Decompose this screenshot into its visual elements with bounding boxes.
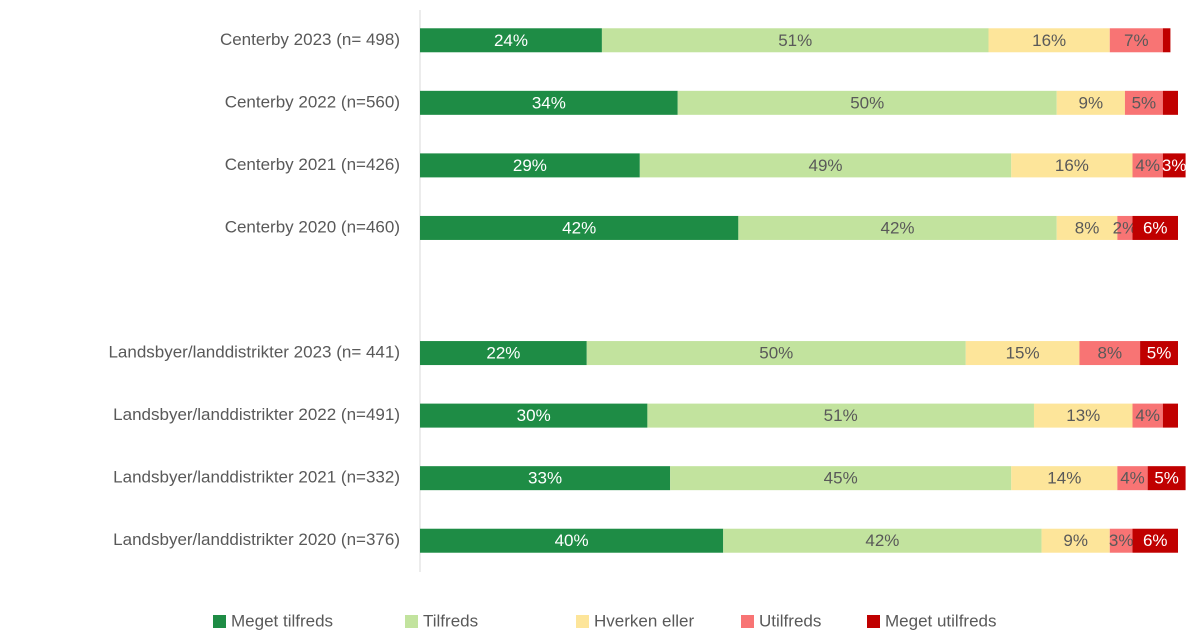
- bar-segment: [647, 403, 1034, 428]
- bar-segment: [1011, 466, 1118, 491]
- bar-segment: [723, 528, 1042, 553]
- bar-segment: [420, 90, 678, 115]
- bar-segment: [1124, 90, 1163, 115]
- bar-segment: [639, 153, 1012, 178]
- legend-swatch: [867, 615, 880, 628]
- bar-segment: [1041, 528, 1110, 553]
- bar-segment: [1056, 90, 1125, 115]
- bar-segment: [1162, 28, 1171, 53]
- bar-segment: [1033, 403, 1133, 428]
- data-label: 42%: [881, 218, 915, 237]
- bar-segment: [420, 153, 640, 178]
- data-label: 7%: [1124, 31, 1149, 50]
- data-label: 8%: [1097, 344, 1122, 363]
- legend-swatch: [741, 615, 754, 628]
- bar-segment: [1132, 528, 1178, 553]
- y-tick-label: Landsbyer/landdistrikter 2020 (n=376): [113, 530, 400, 549]
- legend-swatch: [213, 615, 226, 628]
- bar-segment: [601, 28, 989, 53]
- bar-segment: [420, 215, 739, 240]
- data-label: 5%: [1147, 344, 1172, 363]
- data-label: 5%: [1132, 93, 1157, 112]
- data-label: 40%: [555, 531, 589, 550]
- data-label: 4%: [1135, 156, 1160, 175]
- data-label: 45%: [824, 469, 858, 488]
- bar-segment: [420, 403, 648, 428]
- data-label: 51%: [778, 31, 812, 50]
- y-tick-label: Centerby 2022 (n=560): [225, 92, 400, 111]
- y-tick-label: Landsbyer/landdistrikter 2023 (n= 441): [108, 343, 400, 362]
- data-label: 14%: [1047, 469, 1081, 488]
- data-label: 4%: [1120, 469, 1145, 488]
- bar-segment: [1132, 153, 1163, 178]
- legend-label: Utilfreds: [759, 611, 821, 630]
- data-label: 30%: [517, 406, 551, 425]
- data-label: 9%: [1079, 93, 1104, 112]
- data-label: 49%: [809, 156, 843, 175]
- data-label: 4%: [1135, 406, 1160, 425]
- data-label: 16%: [1055, 156, 1089, 175]
- bar-segment: [1140, 341, 1178, 366]
- legend-label: Hverken eller: [594, 611, 694, 630]
- bar-segment: [1162, 90, 1178, 115]
- bar-segment: [965, 341, 1080, 366]
- data-label: 3%: [1162, 156, 1187, 175]
- bar-segment: [1132, 215, 1178, 240]
- bar-segment: [1079, 341, 1141, 366]
- bar-segment: [1011, 153, 1133, 178]
- y-tick-label: Centerby 2021 (n=426): [225, 155, 400, 174]
- data-label: 13%: [1066, 406, 1100, 425]
- bar-segment: [1117, 466, 1148, 491]
- bar-segment: [1147, 466, 1186, 491]
- bar-segment: [1109, 528, 1133, 553]
- y-tick-label: Centerby 2023 (n= 498): [220, 30, 400, 49]
- data-label: 22%: [486, 344, 520, 363]
- legend-label: Meget utilfreds: [885, 611, 997, 630]
- bar-segment: [1117, 215, 1133, 240]
- bar-segment: [586, 341, 966, 366]
- bar-segment: [677, 90, 1057, 115]
- data-label: 42%: [562, 218, 596, 237]
- data-label: 2%: [1113, 218, 1138, 237]
- data-label: 33%: [528, 469, 562, 488]
- data-label: 15%: [1006, 344, 1040, 363]
- y-tick-label: Landsbyer/landdistrikter 2021 (n=332): [113, 468, 400, 487]
- data-label: 6%: [1143, 531, 1168, 550]
- data-label: 9%: [1063, 531, 1088, 550]
- y-tick-label: Centerby 2020 (n=460): [225, 217, 400, 236]
- bar-segment: [1056, 215, 1118, 240]
- legend-swatch: [576, 615, 589, 628]
- legend-label: Meget tilfreds: [231, 611, 333, 630]
- bar-segment: [420, 28, 602, 53]
- bar-segment: [670, 466, 1012, 491]
- data-label: 50%: [759, 344, 793, 363]
- bar-segment: [420, 466, 671, 491]
- bar-segment: [420, 528, 724, 553]
- data-label: 34%: [532, 93, 566, 112]
- legend-label: Tilfreds: [423, 611, 478, 630]
- data-label: 5%: [1154, 469, 1179, 488]
- legend-swatch: [405, 615, 418, 628]
- bar-segment: [1162, 403, 1178, 428]
- y-tick-label: Landsbyer/landdistrikter 2022 (n=491): [113, 405, 400, 424]
- bar-segment: [1132, 403, 1163, 428]
- bar-segment: [988, 28, 1110, 53]
- data-label: 3%: [1109, 531, 1134, 550]
- data-label: 8%: [1075, 218, 1100, 237]
- data-label: 24%: [494, 31, 528, 50]
- data-label: 51%: [824, 406, 858, 425]
- data-label: 42%: [865, 531, 899, 550]
- bar-segment: [1162, 153, 1186, 178]
- data-label: 6%: [1143, 218, 1168, 237]
- bar-segment: [420, 341, 587, 366]
- bar-segment: [1109, 28, 1163, 53]
- data-label: 50%: [850, 93, 884, 112]
- data-label: 29%: [513, 156, 547, 175]
- data-label: 16%: [1032, 31, 1066, 50]
- bar-segment: [738, 215, 1057, 240]
